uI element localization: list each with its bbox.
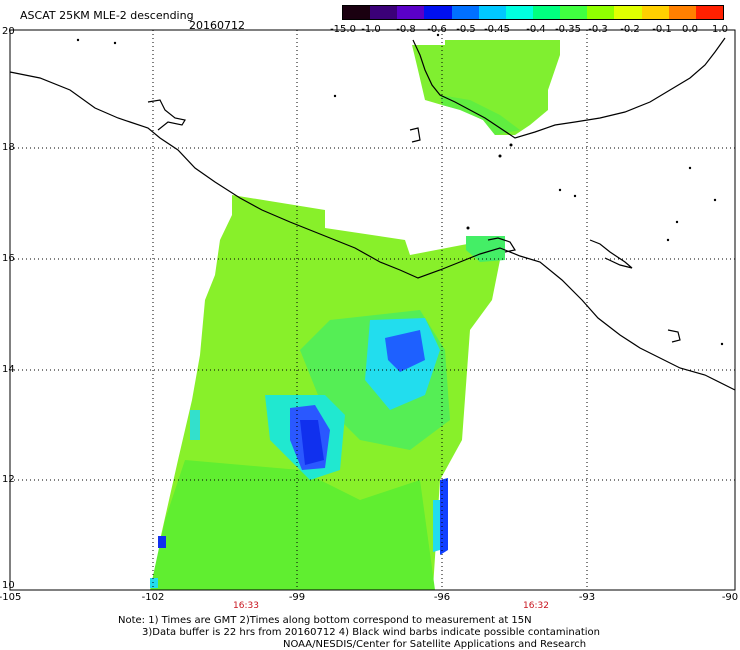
colorbar	[342, 5, 724, 20]
longitude-label: -90	[721, 592, 739, 603]
colorbar-segment	[397, 6, 425, 19]
swath-main	[150, 195, 505, 590]
longitude-label: -105	[0, 592, 22, 603]
colorbar-segment	[560, 6, 588, 19]
plot-frame	[9, 29, 736, 591]
pass-time-1: 16:33	[233, 601, 259, 611]
colorbar-segment	[370, 6, 398, 19]
colorbar-segment	[587, 6, 615, 19]
latitude-label: 18	[2, 142, 15, 153]
pass-time-2: 16:32	[523, 601, 549, 611]
longitude-label: -99	[288, 592, 306, 603]
latitude-label: 12	[2, 474, 15, 485]
lat-lon-grid	[10, 30, 735, 590]
islands	[76, 33, 724, 346]
colorbar-segment	[533, 6, 561, 19]
coastline	[9, 37, 736, 391]
product-date: 20160712	[189, 19, 245, 32]
latitude-label: 14	[2, 364, 15, 375]
longitude-label: -93	[578, 592, 596, 603]
colorbar-segment	[424, 6, 453, 19]
latitude-label: 16	[2, 253, 15, 264]
colorbar-segment	[614, 6, 643, 19]
product-title: ASCAT 25KM MLE-2 descending	[20, 9, 194, 22]
colorbar-segment	[695, 6, 724, 19]
note-line-2: 3)Data buffer is 22 hrs from 20160712 4)…	[142, 627, 600, 638]
colorbar-segment	[668, 6, 697, 19]
colorbar-segment	[343, 6, 371, 19]
longitude-label: -96	[433, 592, 451, 603]
note-line-3: NOAA/NESDIS/Center for Satellite Applica…	[283, 639, 587, 650]
colorbar-segment	[505, 6, 534, 19]
latitude-label: 10	[2, 580, 15, 591]
note-line-1: Note: 1) Times are GMT 2)Times along bot…	[118, 615, 532, 626]
colorbar-segment	[641, 6, 670, 19]
colorbar-segment	[451, 6, 480, 19]
longitude-label: -102	[141, 592, 165, 603]
colorbar-segment	[478, 6, 507, 19]
latitude-label: 20	[2, 26, 15, 37]
